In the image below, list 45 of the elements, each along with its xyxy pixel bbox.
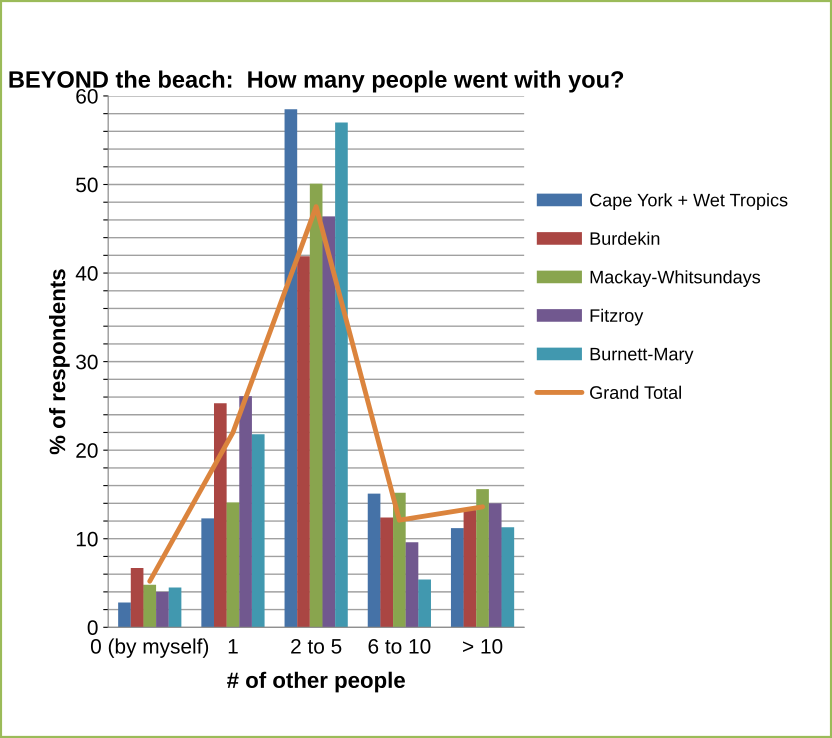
- bar: [310, 184, 322, 628]
- bar: [297, 256, 310, 628]
- x-tick-label: 0 (by myself): [90, 638, 208, 658]
- y-tick-label: 30: [76, 354, 98, 370]
- bar: [418, 579, 431, 628]
- legend-label: Grand Total: [590, 386, 681, 399]
- bar: [393, 492, 406, 628]
- bar: [335, 122, 348, 628]
- bar: [502, 527, 514, 628]
- bar: [380, 517, 394, 628]
- x-tick-label: 2 to 5: [291, 638, 342, 654]
- y-tick-label: 50: [76, 178, 98, 192]
- x-axis-title: # of other people: [227, 672, 405, 692]
- bar: [284, 109, 298, 628]
- bar: [476, 489, 489, 628]
- bar: [168, 587, 182, 628]
- bar: [450, 528, 464, 628]
- bar: [239, 396, 252, 628]
- bar: [406, 542, 418, 628]
- y-tick-label: 20: [76, 443, 98, 458]
- bar: [322, 216, 336, 628]
- bar: [156, 592, 169, 628]
- bar: [488, 503, 502, 628]
- legend-label: Fitzroy: [590, 308, 644, 326]
- bar: [368, 494, 380, 628]
- bar: [214, 403, 227, 628]
- bar: [226, 502, 240, 628]
- bar: [201, 518, 214, 628]
- x-tick-label: > 10: [463, 638, 502, 654]
- y-axis-title: % of respondents: [48, 269, 70, 454]
- y-tick-label: 40: [76, 266, 98, 281]
- legend-label: Mackay-Whitsundays: [590, 270, 760, 288]
- bar: [130, 568, 144, 628]
- bar: [118, 602, 131, 628]
- bar: [464, 510, 476, 628]
- line-series: [147, 204, 485, 584]
- x-tick-label: 6 to 10: [368, 638, 430, 654]
- legend-label: Burdekin: [590, 232, 660, 245]
- legend-label: Burnett-Mary: [590, 348, 694, 364]
- y-tick-label: 10: [76, 532, 98, 546]
- bar: [143, 584, 156, 628]
- y-tick-label: 0: [88, 620, 98, 636]
- legend-label: Cape York + Wet Tropics: [590, 193, 788, 210]
- bar: [252, 434, 265, 628]
- x-tick-label: 1: [228, 639, 238, 654]
